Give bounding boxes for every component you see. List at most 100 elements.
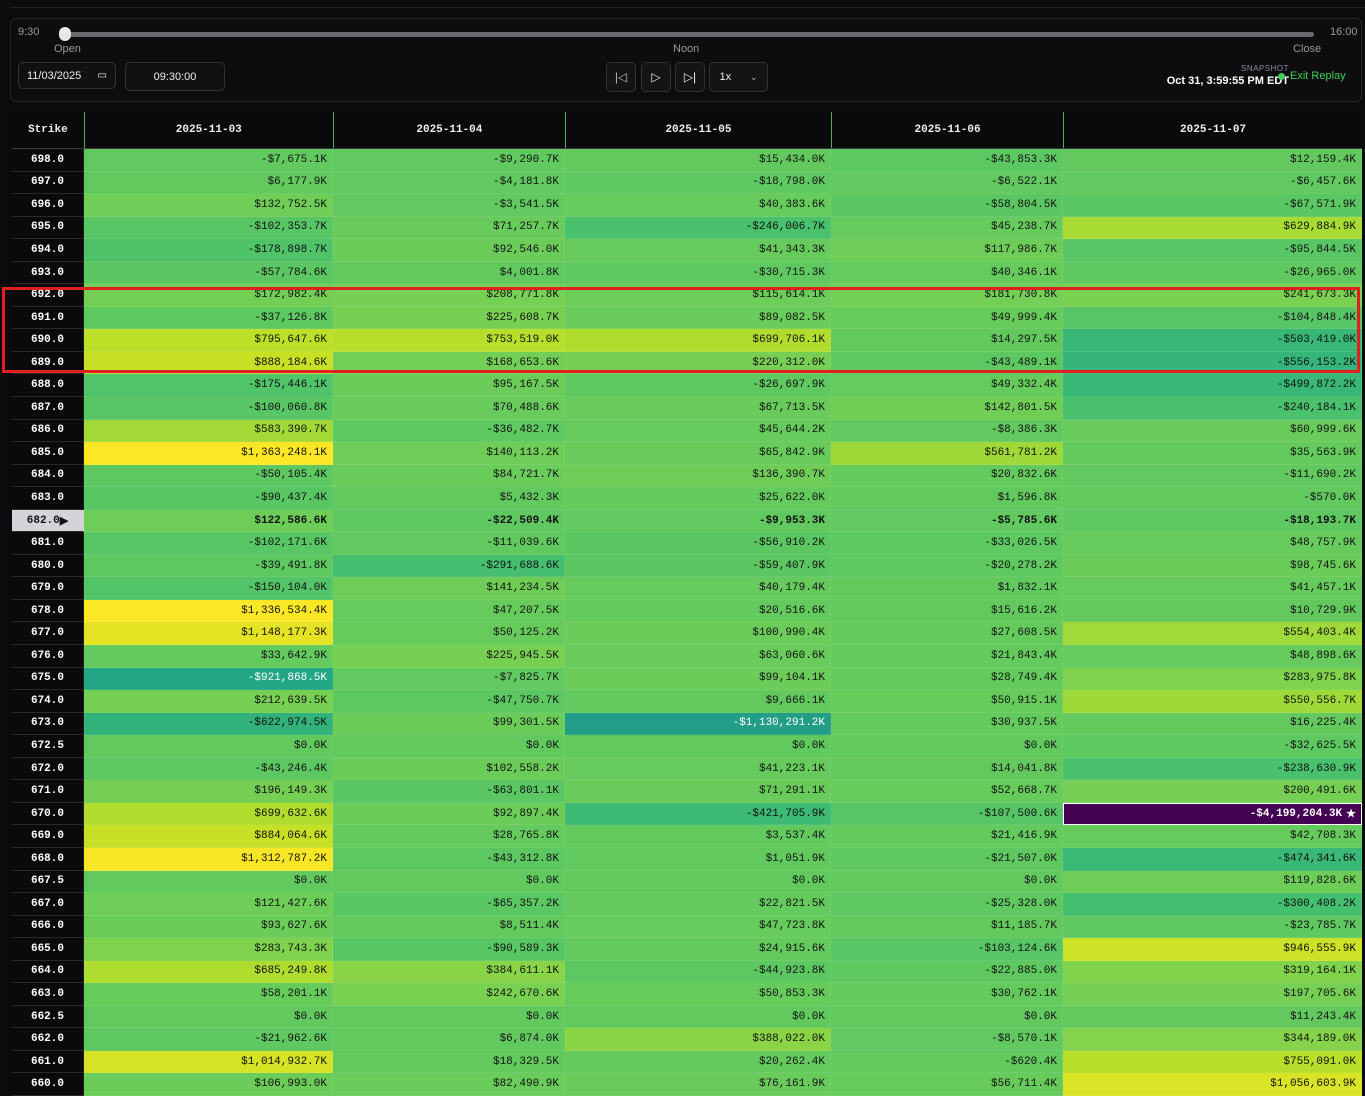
strike-cell[interactable]: 672.0 <box>12 757 84 781</box>
value-cell[interactable]: $753,519.0K <box>333 329 565 352</box>
value-cell[interactable]: $0.0K <box>333 735 565 758</box>
value-cell[interactable]: $10,729.9K <box>1063 599 1362 623</box>
strike-cell[interactable]: 690.0 <box>12 329 84 352</box>
value-cell[interactable]: -$7,675.1K <box>84 149 333 172</box>
value-cell[interactable]: $28,765.8K <box>333 825 565 848</box>
value-cell[interactable]: -$44,923.8K <box>565 960 831 984</box>
value-cell[interactable]: -$57,784.6K <box>84 261 333 285</box>
strike-cell[interactable]: 685.0 <box>12 442 84 465</box>
value-cell[interactable]: $50,853.3K <box>565 983 831 1006</box>
value-cell[interactable]: $132,752.5K <box>84 194 333 217</box>
value-cell[interactable]: -$240,184.1K <box>1063 397 1362 420</box>
value-cell[interactable]: -$43,246.4K <box>84 757 333 781</box>
strike-cell[interactable]: 671.0 <box>12 780 84 803</box>
value-cell[interactable]: $25,622.0K <box>565 487 831 510</box>
value-cell[interactable]: $196,149.3K <box>84 780 333 803</box>
value-cell[interactable]: $242,670.6K <box>333 983 565 1006</box>
value-cell[interactable]: $685,249.8K <box>84 960 333 984</box>
value-cell[interactable]: $63,060.6K <box>565 645 831 668</box>
value-cell[interactable]: $30,937.5K <box>831 712 1063 736</box>
value-cell[interactable]: -$18,193.7K <box>1063 509 1362 533</box>
value-cell[interactable]: -$22,885.0K <box>831 960 1063 984</box>
strike-cell[interactable]: 666.0 <box>12 915 84 939</box>
value-cell[interactable]: -$175,446.1K <box>84 374 333 398</box>
value-cell[interactable]: $99,301.5K <box>333 712 565 736</box>
value-cell[interactable]: $1,051.9K <box>565 847 831 871</box>
strike-cell[interactable]: 697.0 <box>12 171 84 195</box>
value-cell[interactable]: $122,586.6K <box>84 509 333 533</box>
value-cell[interactable]: $21,416.9K <box>831 825 1063 848</box>
value-cell[interactable]: -$32,625.5K <box>1063 735 1362 758</box>
value-cell[interactable]: $15,616.2K <box>831 599 1063 623</box>
value-cell[interactable]: -$20,278.2K <box>831 554 1063 578</box>
value-cell[interactable]: $27,608.5K <box>831 622 1063 646</box>
value-cell[interactable]: -$178,898.7K <box>84 239 333 262</box>
strike-cell[interactable]: 687.0 <box>12 397 84 420</box>
timeline-slider-handle[interactable] <box>59 27 71 41</box>
value-cell[interactable]: -$570.0K <box>1063 487 1362 510</box>
value-cell[interactable]: -$30,715.3K <box>565 261 831 285</box>
value-cell[interactable]: $98,745.6K <box>1063 554 1362 578</box>
strike-cell[interactable]: 676.0 <box>12 645 84 668</box>
value-cell[interactable]: $795,647.6K <box>84 329 333 352</box>
value-cell[interactable]: -$23,785.7K <box>1063 915 1362 939</box>
value-cell[interactable]: -$1,130,291.2K <box>565 712 831 736</box>
step-back-button[interactable]: |◁ <box>606 62 636 92</box>
strike-cell[interactable]: 689.0 <box>12 351 84 375</box>
value-cell[interactable]: -$25,328.0K <box>831 893 1063 916</box>
value-cell[interactable]: $102,558.2K <box>333 757 565 781</box>
value-cell[interactable]: $283,743.3K <box>84 938 333 961</box>
value-cell[interactable]: $884,064.6K <box>84 825 333 848</box>
value-cell[interactable]: $20,262.4K <box>565 1050 831 1074</box>
strike-cell[interactable]: 692.0 <box>12 284 84 307</box>
value-cell[interactable]: -$11,690.2K <box>1063 464 1362 488</box>
strike-cell[interactable]: 668.0 <box>12 847 84 871</box>
strike-cell[interactable]: 682.0 ▶ <box>12 509 84 533</box>
value-cell[interactable]: $225,608.7K <box>333 306 565 330</box>
value-cell[interactable]: -$9,953.3K <box>565 509 831 533</box>
value-cell[interactable]: -$58,804.5K <box>831 194 1063 217</box>
value-cell[interactable]: -$26,697.9K <box>565 374 831 398</box>
header-date[interactable]: 2025-11-06 <box>830 112 1063 148</box>
value-cell[interactable]: $47,723.8K <box>565 915 831 939</box>
value-cell[interactable]: $15,434.0K <box>565 149 831 172</box>
value-cell[interactable]: $45,238.7K <box>831 216 1063 240</box>
strike-cell[interactable]: 680.0 <box>12 554 84 578</box>
value-cell[interactable]: $0.0K <box>831 735 1063 758</box>
value-cell[interactable]: $1,312,787.2K <box>84 847 333 871</box>
value-cell[interactable]: $33,642.9K <box>84 645 333 668</box>
value-cell[interactable]: $84,721.7K <box>333 464 565 488</box>
value-cell[interactable]: $9,666.1K <box>565 690 831 713</box>
value-cell[interactable]: -$90,437.4K <box>84 487 333 510</box>
value-cell[interactable]: -$4,181.8K <box>333 171 565 195</box>
value-cell[interactable]: $168,653.6K <box>333 351 565 375</box>
value-cell[interactable]: $41,223.1K <box>565 757 831 781</box>
strike-cell[interactable]: 684.0 <box>12 464 84 488</box>
value-cell[interactable]: $5,432.3K <box>333 487 565 510</box>
value-cell[interactable]: $24,915.6K <box>565 938 831 961</box>
value-cell[interactable]: $0.0K <box>831 1005 1063 1029</box>
value-cell[interactable]: $1,148,177.3K <box>84 622 333 646</box>
value-cell[interactable]: $119,828.6K <box>1063 870 1362 894</box>
strike-cell[interactable]: 688.0 <box>12 374 84 398</box>
value-cell[interactable]: -$67,571.9K <box>1063 194 1362 217</box>
value-cell[interactable]: $58,201.1K <box>84 983 333 1006</box>
strike-cell[interactable]: 663.0 <box>12 983 84 1006</box>
calendar-icon[interactable]: ▭ <box>97 70 107 81</box>
value-cell[interactable]: -$421,705.9K <box>565 802 831 826</box>
value-cell[interactable]: $28,749.4K <box>831 667 1063 691</box>
value-cell[interactable]: $0.0K <box>831 870 1063 894</box>
value-cell[interactable]: $95,167.5K <box>333 374 565 398</box>
value-cell[interactable]: $141,234.5K <box>333 577 565 600</box>
value-cell[interactable]: $388,022.0K <box>565 1028 831 1051</box>
value-cell[interactable]: $8,511.4K <box>333 915 565 939</box>
value-cell[interactable]: -$50,105.4K <box>84 464 333 488</box>
value-cell[interactable]: -$921,868.5K <box>84 667 333 691</box>
value-cell[interactable]: $50,125.2K <box>333 622 565 646</box>
value-cell[interactable]: $106,993.0K <box>84 1073 333 1096</box>
strike-cell[interactable]: 674.0 <box>12 690 84 713</box>
value-cell[interactable]: -$4,199,204.3K ★ <box>1063 802 1362 826</box>
value-cell[interactable]: -$102,171.6K <box>84 532 333 555</box>
value-cell[interactable]: $197,705.6K <box>1063 983 1362 1006</box>
date-input[interactable]: 11/03/2025 ▭ <box>18 62 116 89</box>
